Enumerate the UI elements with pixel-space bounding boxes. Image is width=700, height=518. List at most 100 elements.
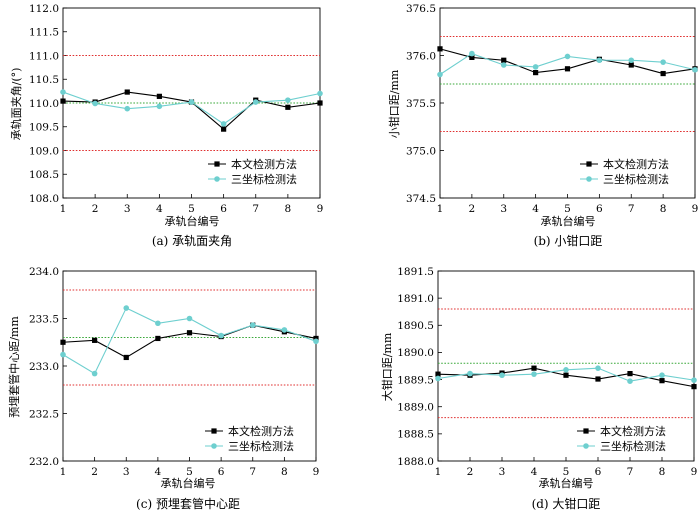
plot-b: 374.5 375.0 375.5 376.0 376.5 1 2 3 4 5 6 7 8 9 本文检测方法… — [406, 3, 698, 215]
legend-marker — [214, 161, 220, 167]
data-point — [220, 121, 227, 127]
x-tick-label: 3 — [123, 466, 130, 478]
x-tick-label: 6 — [595, 466, 602, 478]
y-tick-label: 376.5 — [406, 3, 436, 15]
x-tick-label: 3 — [124, 203, 131, 215]
data-point — [60, 339, 66, 345]
x-tick-label: 4 — [531, 466, 538, 478]
data-point — [285, 104, 291, 110]
legend-label: 三坐标检测法 — [603, 172, 669, 186]
data-point — [91, 370, 98, 377]
data-point — [628, 57, 635, 64]
x-tick-label: 5 — [564, 203, 571, 215]
data-point — [218, 332, 224, 339]
data-point — [532, 64, 539, 70]
data-point — [437, 46, 443, 52]
legend-label: 本文检测方法 — [603, 157, 669, 171]
data-point — [281, 327, 288, 333]
legend-marker — [214, 176, 220, 182]
panel-a: 承轨面夹角/(°) 承轨台编号 (a) 承轨面夹角 — [9, 68, 232, 248]
plot-d: 1888.01888.51889.01889.51890.01890.51891… — [397, 266, 697, 478]
xlabel-a: 承轨台编号 — [165, 214, 220, 228]
legend-label: 本文检测方法 — [228, 424, 294, 438]
x-tick-label: 2 — [469, 203, 476, 215]
y-tick-label: 1888.5 — [397, 429, 434, 441]
y-tick-label: 233.0 — [29, 361, 59, 373]
x-tick-label: 8 — [659, 466, 666, 478]
x-tick-label: 9 — [692, 203, 699, 215]
series-line-method — [62, 324, 317, 359]
data-point — [435, 371, 441, 377]
y-tick-label: 234.0 — [29, 266, 59, 278]
x-tick-label: 8 — [660, 203, 667, 215]
ylabel-d: 大钳口距/mm — [380, 332, 394, 401]
x-tick-label: 2 — [91, 466, 98, 478]
data-point — [92, 100, 98, 107]
legend-marker — [586, 176, 592, 182]
y-tick-label: 375.0 — [406, 145, 436, 157]
caption-a: (a) 承轨面夹角 — [152, 234, 232, 248]
x-tick-label: 5 — [188, 203, 195, 215]
data-point — [627, 371, 633, 377]
y-tick-label: 111.0 — [29, 50, 59, 62]
data-point — [123, 305, 130, 311]
x-tick-label: 5 — [186, 466, 193, 478]
legend-marker — [583, 428, 589, 434]
series-line-cmm — [62, 91, 321, 125]
data-point — [533, 70, 539, 76]
data-point — [595, 365, 601, 371]
data-point — [437, 71, 443, 78]
xlabel-d: 承轨台编号 — [539, 476, 594, 490]
y-tick-label: 1889.5 — [397, 374, 434, 386]
data-point — [692, 66, 698, 73]
y-tick-label: 375.5 — [406, 98, 436, 110]
legend-marker — [211, 428, 217, 434]
data-point — [595, 376, 601, 382]
x-tick-label: 4 — [532, 203, 539, 215]
data-point — [249, 322, 256, 328]
legend-label: 三坐标检测法 — [231, 172, 297, 186]
ylabel-c: 预埋套管中心距/mm — [7, 316, 21, 418]
y-tick-label: 110.0 — [29, 98, 59, 110]
x-tick-label: 9 — [313, 466, 320, 478]
panel-b: 小钳口距/mm 承轨台编号 (b) 小钳口距 — [388, 69, 602, 248]
x-tick-label: 2 — [92, 203, 99, 215]
x-tick-label: 6 — [596, 203, 603, 215]
legend-marker — [586, 161, 592, 167]
x-tick-label: 1 — [435, 466, 442, 478]
x-tick-label: 1 — [60, 466, 67, 478]
data-point — [628, 62, 634, 68]
y-tick-label: 110.5 — [29, 74, 59, 86]
x-tick-label: 2 — [467, 466, 474, 478]
data-point — [186, 330, 193, 336]
legend-marker — [583, 443, 589, 449]
data-point — [469, 50, 475, 57]
x-tick-label: 7 — [628, 203, 635, 215]
y-tick-label: 108.0 — [29, 193, 59, 205]
x-tick-label: 7 — [249, 466, 256, 478]
data-point — [92, 337, 98, 343]
x-tick-label: 3 — [500, 203, 507, 215]
x-tick-label: 4 — [155, 466, 162, 478]
data-point — [124, 105, 131, 112]
data-point — [188, 99, 195, 105]
x-tick-label: 9 — [317, 203, 324, 215]
data-point — [660, 70, 666, 77]
x-tick-label: 1 — [437, 203, 444, 215]
y-tick-label: 108.5 — [29, 169, 59, 181]
data-point — [60, 98, 66, 104]
data-point — [285, 97, 291, 103]
x-tick-label: 8 — [285, 203, 292, 215]
y-tick-label: 374.5 — [406, 193, 436, 205]
data-point — [691, 384, 697, 390]
y-tick-label: 1890.5 — [397, 320, 434, 332]
legend-label: 三坐标检测法 — [600, 439, 666, 453]
legend-marker — [211, 443, 217, 449]
y-tick-label: 1888.0 — [397, 456, 434, 468]
legend-label: 本文检测方法 — [231, 157, 297, 171]
data-point — [469, 54, 475, 60]
y-tick-label: 232.5 — [29, 408, 59, 420]
data-point — [123, 354, 129, 361]
x-tick-label: 7 — [627, 466, 634, 478]
y-tick-label: 112.0 — [29, 3, 59, 15]
